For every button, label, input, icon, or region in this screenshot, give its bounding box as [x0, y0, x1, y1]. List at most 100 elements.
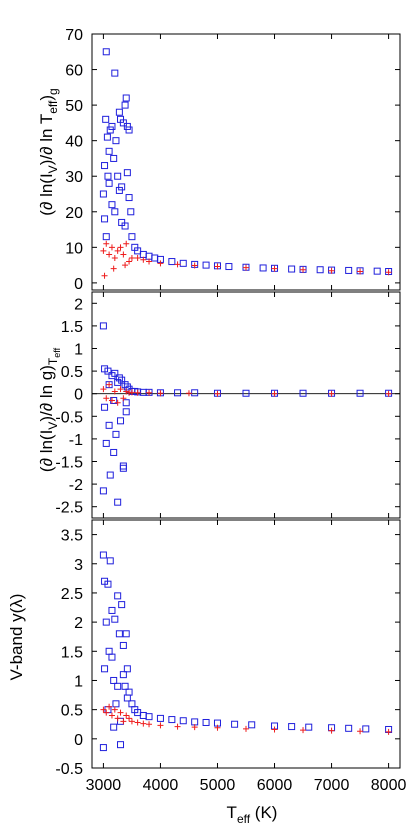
data-point-square — [134, 247, 142, 255]
y-label-mid-sub2: T — [46, 357, 60, 365]
x-label-end: (K) — [250, 803, 277, 822]
data-point-square — [316, 266, 324, 274]
data-point-square — [139, 711, 147, 719]
x-tick-label: 7000 — [314, 777, 350, 794]
data-point-cross — [140, 256, 147, 263]
y-tick-label-middle: -0.5 — [55, 409, 83, 426]
data-point-square — [103, 133, 111, 141]
y-tick-label-top: 10 — [65, 240, 83, 257]
data-point-cross — [146, 258, 153, 265]
y-axis-label-top: (∂ ln(IV)/∂ ln Teff)g — [37, 88, 60, 215]
data-point-cross — [243, 725, 249, 732]
data-point-cross — [114, 715, 121, 722]
data-point-square — [106, 471, 114, 479]
data-point-cross — [357, 268, 364, 275]
data-point-square — [345, 724, 353, 732]
data-point-cross — [111, 388, 118, 395]
data-point-square — [191, 718, 199, 726]
data-point-square — [168, 716, 176, 724]
y-tick-label-top: 60 — [65, 63, 83, 80]
data-point-cross — [146, 389, 153, 396]
data-point-square — [105, 179, 113, 187]
data-point-cross — [110, 265, 117, 272]
data-point-cross — [114, 399, 121, 406]
data-point-square — [119, 641, 127, 649]
data-point-square — [122, 630, 130, 638]
data-point-square — [127, 208, 135, 216]
data-point-cross — [357, 728, 364, 735]
x-tick-label: 6000 — [257, 777, 293, 794]
data-point-square — [102, 439, 110, 447]
data-point-cross — [214, 263, 221, 270]
data-point-cross — [300, 266, 307, 273]
data-point-square — [231, 720, 239, 728]
data-point-square — [114, 172, 122, 180]
x-tick-label: 5000 — [200, 777, 236, 794]
plot-frame-middle — [91, 291, 401, 519]
y-tick-label-bottom: 2.5 — [61, 586, 83, 603]
data-point-square — [114, 592, 122, 600]
data-point-square — [104, 580, 112, 588]
data-point-cross — [271, 726, 278, 733]
data-point-square — [179, 717, 187, 725]
data-point-square — [101, 162, 109, 170]
y-tick-label-bottom: 3.5 — [61, 528, 83, 545]
data-point-cross — [128, 718, 135, 725]
x-axis-label: Teff (K) — [227, 803, 278, 826]
data-point-cross — [271, 390, 278, 397]
y-tick-label-middle: 2 — [74, 296, 83, 313]
y-label-mid-mid: )/∂ ln g) — [37, 365, 56, 422]
y-tick-label-middle: 1 — [74, 342, 83, 359]
y-tick-label-top: 50 — [65, 98, 83, 115]
x-label-sub: eff — [237, 812, 251, 826]
data-point-cross — [214, 724, 221, 731]
data-point-cross — [100, 386, 107, 393]
data-point-cross — [128, 389, 135, 396]
data-point-cross — [140, 720, 147, 727]
data-point-square — [104, 172, 112, 180]
data-point-cross — [328, 267, 335, 274]
y-tick-label-middle: -1.5 — [55, 455, 83, 472]
data-point-square — [123, 169, 131, 177]
data-point-square — [111, 615, 119, 623]
data-point-square — [123, 383, 131, 391]
data-point-cross — [103, 395, 110, 402]
data-point-square — [101, 403, 109, 411]
x-label-main: T — [227, 803, 237, 822]
data-point-cross — [103, 240, 110, 247]
data-point-square — [110, 676, 118, 684]
data-point-cross — [385, 728, 392, 735]
data-point-square — [105, 421, 113, 429]
y-tick-label-bottom: 2 — [74, 615, 83, 632]
data-point-square — [121, 101, 129, 109]
data-point-cross — [328, 727, 335, 734]
data-point-square — [121, 682, 129, 690]
y-tick-label-middle: 0.5 — [61, 364, 83, 381]
data-point-square — [108, 201, 116, 209]
data-point-cross — [126, 715, 133, 722]
y-tick-label-bottom: 3 — [74, 557, 83, 574]
data-point-square — [117, 417, 125, 425]
data-point-cross — [243, 264, 249, 271]
data-point-cross — [101, 272, 108, 279]
panel-top: 0 10 20 30 40 50 60 70 — [65, 27, 401, 293]
data-point-square — [99, 190, 107, 198]
data-point-square — [102, 233, 110, 241]
data-point-square — [345, 266, 353, 274]
data-point-square — [105, 147, 113, 155]
data-point-cross — [123, 712, 130, 719]
panel-bottom: -0.5 0 0.5 1 1.5 2 2.5 3 3.5 3000 4000 5000 6000 7000… — [55, 519, 406, 794]
data-point-cross — [106, 703, 113, 710]
data-point-cross — [122, 262, 129, 269]
plot-frame-top — [91, 33, 401, 291]
data-point-square — [115, 374, 123, 382]
data-point-square — [145, 252, 153, 260]
data-point-square — [174, 389, 182, 397]
data-point-square — [151, 254, 159, 262]
data-point-square — [112, 430, 120, 438]
y-tick-label-bottom: -0.5 — [55, 761, 83, 778]
data-point-cross — [157, 260, 164, 267]
data-point-square — [362, 725, 370, 733]
